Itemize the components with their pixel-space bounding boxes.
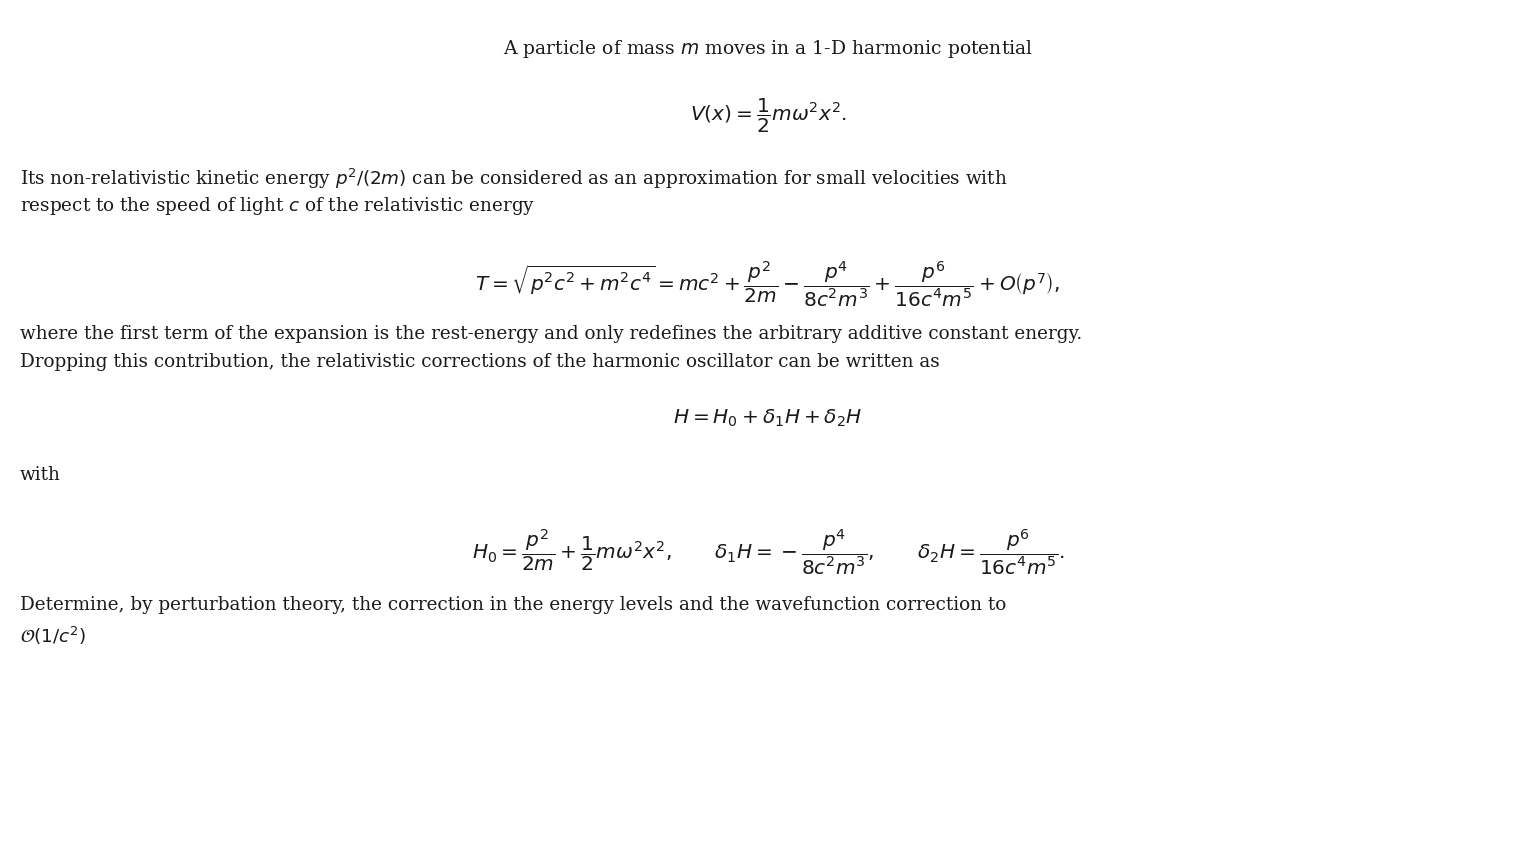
Text: $H = H_0 + \delta_1 H + \delta_2 H$: $H = H_0 + \delta_1 H + \delta_2 H$ — [673, 408, 863, 429]
Text: $T = \sqrt{p^2c^2 + m^2c^4} = mc^2 + \dfrac{p^2}{2m} - \dfrac{p^4}{8c^2m^3} + \d: $T = \sqrt{p^2c^2 + m^2c^4} = mc^2 + \df… — [476, 259, 1060, 309]
Text: $\mathcal{O}(1/c^2)$: $\mathcal{O}(1/c^2)$ — [20, 625, 86, 647]
Text: A particle of mass $m$ moves in a 1-D harmonic potential: A particle of mass $m$ moves in a 1-D ha… — [502, 38, 1034, 60]
Text: $V(x) = \dfrac{1}{2}m\omega^2 x^2.$: $V(x) = \dfrac{1}{2}m\omega^2 x^2.$ — [690, 97, 846, 135]
Text: with: with — [20, 466, 61, 483]
Text: Its non-relativistic kinetic energy $p^2/(2m)$ can be considered as an approxima: Its non-relativistic kinetic energy $p^2… — [20, 167, 1008, 191]
Text: respect to the speed of light $c$ of the relativistic energy: respect to the speed of light $c$ of the… — [20, 195, 535, 216]
Text: Dropping this contribution, the relativistic corrections of the harmonic oscilla: Dropping this contribution, the relativi… — [20, 353, 940, 370]
Text: Determine, by perturbation theory, the correction in the energy levels and the w: Determine, by perturbation theory, the c… — [20, 596, 1006, 614]
Text: where the first term of the expansion is the rest-energy and only redefines the : where the first term of the expansion is… — [20, 325, 1083, 343]
Text: $H_0 = \dfrac{p^2}{2m} + \dfrac{1}{2}m\omega^2 x^2, \qquad \delta_1 H = -\dfrac{: $H_0 = \dfrac{p^2}{2m} + \dfrac{1}{2}m\o… — [472, 527, 1064, 577]
